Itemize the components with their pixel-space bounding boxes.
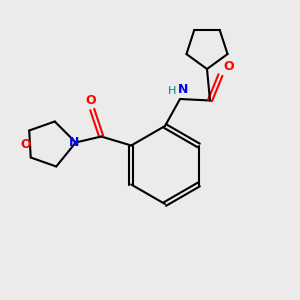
Text: N: N — [178, 83, 188, 96]
Text: N: N — [69, 136, 80, 149]
Text: O: O — [85, 94, 96, 106]
Text: O: O — [224, 61, 234, 74]
Text: O: O — [20, 137, 31, 151]
Text: H: H — [168, 86, 177, 96]
